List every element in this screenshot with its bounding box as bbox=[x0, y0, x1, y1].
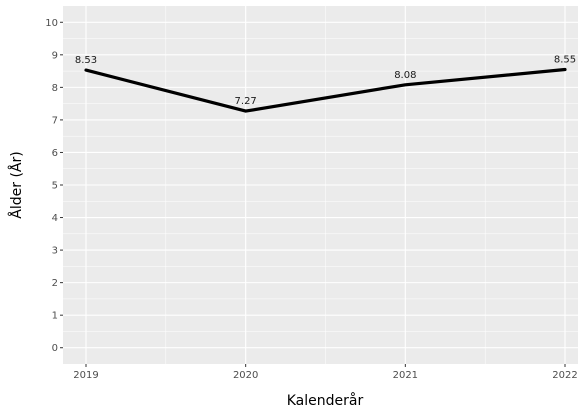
data-label: 7.27 bbox=[235, 96, 257, 107]
y-axis-title: Ålder (År) bbox=[8, 151, 25, 218]
x-tick-label: 2022 bbox=[552, 370, 577, 381]
y-tick-label: 4 bbox=[52, 213, 58, 224]
y-tick-label: 7 bbox=[52, 115, 58, 126]
y-tick-label: 5 bbox=[52, 181, 58, 192]
y-tick-label: 6 bbox=[52, 148, 58, 159]
y-tick-label: 2 bbox=[52, 278, 58, 289]
y-tick-label: 10 bbox=[45, 18, 58, 29]
data-labels: 8.53 7.27 8.08 8.55 bbox=[75, 54, 576, 107]
x-tick-label: 2021 bbox=[393, 370, 418, 381]
x-tick-label: 2019 bbox=[73, 370, 98, 381]
x-axis: 2019 2020 2021 2022 bbox=[73, 364, 578, 381]
x-tick-label: 2020 bbox=[233, 370, 258, 381]
y-tick-label: 9 bbox=[52, 50, 58, 61]
data-label: 8.53 bbox=[75, 55, 97, 66]
x-axis-title: Kalenderår bbox=[287, 392, 364, 409]
y-tick-label: 8 bbox=[52, 83, 58, 94]
series-group bbox=[84, 67, 567, 113]
data-label: 8.08 bbox=[394, 70, 416, 81]
y-axis: 0 1 2 3 4 5 6 7 8 9 10 bbox=[45, 18, 63, 354]
data-label: 8.55 bbox=[554, 54, 576, 65]
y-tick-label: 1 bbox=[52, 311, 58, 322]
y-tick-label: 3 bbox=[52, 246, 58, 257]
series-line bbox=[84, 67, 567, 113]
y-tick-label: 0 bbox=[52, 343, 58, 354]
grid-major bbox=[63, 6, 578, 364]
